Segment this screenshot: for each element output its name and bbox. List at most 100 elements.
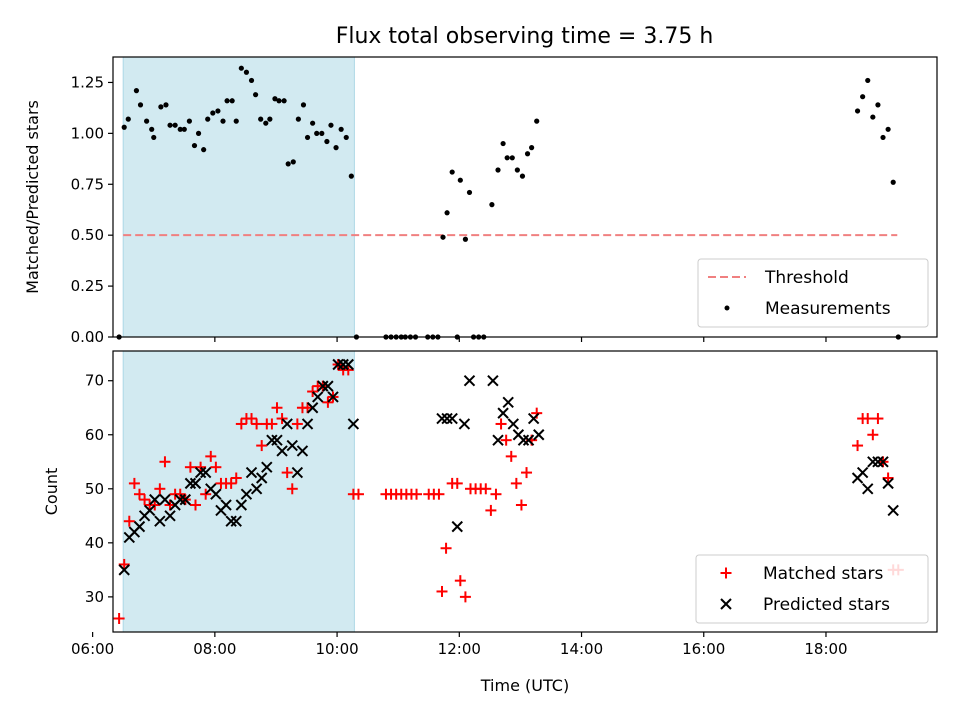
measurement-point [191, 142, 198, 149]
predicted-star-point [230, 515, 242, 527]
matched-star-point [210, 461, 222, 473]
measurement-point [158, 104, 164, 110]
x-tick-label: 16:00 [682, 640, 725, 658]
predicted-star-point [149, 493, 161, 506]
measurement-point [509, 155, 515, 161]
matched-star-point [118, 558, 130, 570]
legend-threshold-label: Threshold [764, 268, 849, 288]
predicted-star-point [220, 499, 232, 511]
measurement-point [163, 102, 169, 108]
matched-star-point [302, 402, 314, 414]
predicted-star-point [210, 488, 222, 500]
bottom-x-ticks: 06:00 08:00 10:00 12:00 14:00 16:00 18:00 [71, 632, 848, 658]
measurement-point [215, 108, 221, 114]
measurement-point [144, 118, 150, 124]
x-tick-label: 10:00 [315, 640, 358, 658]
predicted-star-point [497, 407, 509, 419]
predicted-star-point [271, 434, 283, 446]
predicted-star-point [862, 483, 874, 495]
predicted-star-point [492, 434, 504, 446]
bottom-axes-frame [112, 350, 938, 633]
matched-star-point [154, 483, 166, 495]
measurement-point [295, 116, 301, 122]
measurement-point [290, 159, 296, 165]
bottom-x-axis-label: Time (UTC) [480, 676, 569, 695]
predicted-star-point [199, 466, 212, 479]
measurement-point [201, 147, 207, 153]
predicted-star-point [245, 466, 258, 479]
matched-star-point [505, 450, 517, 462]
measurement-point [880, 134, 886, 141]
bottom-y-ticks: 30 40 50 60 70 [85, 372, 113, 606]
measurement-point [462, 236, 469, 242]
measurement-point [238, 65, 244, 71]
legend-x-marker [720, 598, 732, 610]
measurement-point [457, 177, 463, 183]
y-tick-label: 0.25 [71, 277, 104, 295]
measurement-point [258, 116, 264, 122]
legend-matched-label: Matched stars [763, 564, 883, 584]
predicted-star-point [312, 391, 324, 403]
matched-star-point [225, 477, 237, 489]
measurement-point [125, 116, 131, 122]
measurement-point [440, 234, 446, 240]
measurement-point [324, 138, 330, 145]
predicted-star-point [164, 510, 176, 522]
matched-star-point [521, 467, 533, 479]
matched-star-point [451, 477, 463, 489]
predicted-star-point [882, 477, 894, 490]
measurement-point [281, 98, 287, 104]
measurement-point [205, 116, 211, 122]
bottom-observing-window-shade [122, 350, 355, 633]
matched-star-point [195, 461, 207, 473]
predicted-star-point [332, 358, 344, 371]
y-tick-label: 50 [85, 480, 104, 498]
predicted-star-point [266, 434, 278, 446]
measurement-point [854, 108, 861, 114]
measurement-point [444, 210, 450, 216]
measurement-point [181, 126, 187, 132]
predicted-star-point [317, 380, 329, 392]
top-y-ticks: 0.00 0.25 0.50 0.75 1.00 1.25 [71, 73, 113, 346]
predicted-star-point [441, 412, 453, 425]
measurement-point [263, 120, 269, 126]
measurement-point [870, 114, 876, 120]
x-tick-label: 12:00 [438, 640, 481, 658]
measurement-point [319, 130, 325, 136]
measurement-point [890, 179, 896, 185]
measurement-point [248, 77, 255, 84]
measurement-point [167, 122, 173, 128]
predicted-star-point [872, 456, 884, 468]
predicted-star-point [856, 466, 869, 479]
top-x-ticks [92, 337, 827, 342]
predicted-star-point [189, 477, 202, 490]
x-tick-label: 18:00 [804, 640, 847, 658]
predicted-star-point [502, 396, 514, 409]
measurement-point [272, 96, 278, 102]
matched-star-point [510, 477, 522, 489]
measurement-point [172, 122, 178, 128]
legend-predicted-swatch [720, 598, 732, 610]
predicted-star-point [877, 456, 889, 468]
matched-star-point [286, 483, 298, 495]
matched-star-point [500, 434, 512, 446]
predicted-star-point [337, 358, 349, 371]
measurement-point [860, 94, 866, 100]
measurement-point [489, 202, 495, 208]
predicted-star-point [276, 445, 288, 457]
predicted-star-point [436, 412, 448, 425]
measurement-point [885, 126, 891, 132]
predicted-star-point [281, 418, 293, 430]
matched-star-point [291, 418, 303, 430]
x-tick-label: 08:00 [193, 640, 236, 658]
top-y-axis-label: Matched/Predicted stars [23, 100, 42, 294]
measurement-point [252, 92, 259, 98]
predicted-star-point [174, 493, 186, 506]
measurement-point [310, 120, 316, 126]
matched-star-point [342, 364, 354, 376]
predicted-star-point [887, 504, 899, 517]
predicted-star-point [301, 418, 314, 430]
measurement-point [343, 134, 349, 141]
measurement-point [865, 77, 871, 84]
bottom-legend-box [695, 554, 929, 624]
